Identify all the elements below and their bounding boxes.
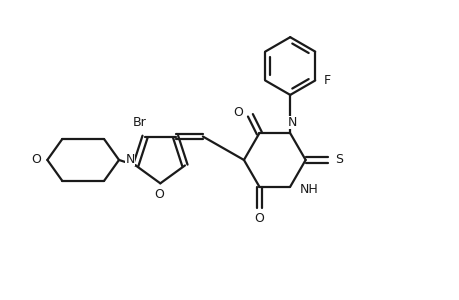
Text: Br: Br — [132, 116, 146, 129]
Text: F: F — [324, 74, 330, 87]
Text: NH: NH — [299, 183, 318, 196]
Text: N: N — [287, 116, 297, 129]
Text: N: N — [125, 154, 134, 166]
Text: O: O — [233, 106, 242, 119]
Text: O: O — [31, 154, 41, 166]
Text: O: O — [254, 212, 264, 225]
Text: S: S — [334, 154, 342, 166]
Text: O: O — [154, 188, 164, 201]
